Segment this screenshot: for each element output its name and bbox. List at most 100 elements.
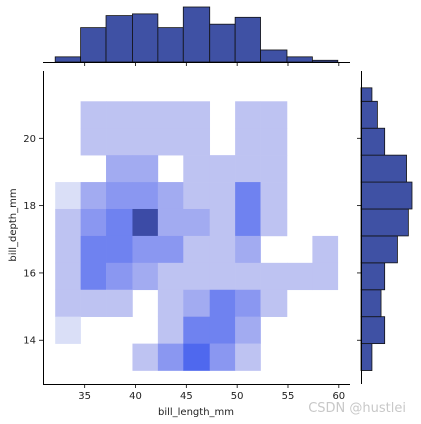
heatmap-cell: [260, 289, 288, 317]
marginal-x-bar: [182, 6, 211, 63]
heatmap-cell: [260, 155, 288, 183]
heatmap-cell: [106, 262, 133, 291]
marginal-y-bar: [360, 127, 386, 156]
marginal-y-bar: [360, 208, 409, 237]
heatmap-cell: [55, 316, 81, 344]
marginal-y-bar: [360, 316, 386, 345]
heatmap-cell: [235, 316, 261, 344]
heatmap-cell: [132, 235, 159, 264]
heatmap-cell: [209, 182, 236, 210]
heatmap-cell: [183, 182, 211, 210]
heatmap-cell: [183, 101, 211, 129]
heatmap-cell: [183, 235, 211, 264]
marginal-x-bar: [105, 15, 133, 63]
heatmap-cell: [260, 128, 288, 156]
x-tick-label: 50: [231, 391, 244, 402]
heatmap-cell: [260, 182, 288, 210]
heatmap-cell: [132, 262, 159, 291]
marginal-x-bar: [234, 16, 261, 63]
heatmap-cell: [235, 262, 261, 291]
marginal-x-bar: [157, 27, 184, 63]
heatmap-cell: [312, 262, 339, 291]
heatmap-cell: [209, 289, 236, 317]
x-tick-label: 55: [282, 391, 295, 402]
heatmap-cell: [132, 128, 159, 156]
heatmap-cell: [106, 182, 133, 210]
heatmap-cell: [106, 128, 133, 156]
heatmap-cell: [260, 208, 288, 237]
heatmap-cell: [183, 316, 211, 344]
marginal-x-bar: [54, 56, 82, 63]
heatmap-cell: [132, 343, 159, 371]
y-tick-label: 20: [23, 134, 36, 145]
heatmap-cell: [260, 101, 288, 129]
heatmap-cell: [235, 235, 261, 264]
heatmap-cell: [80, 262, 107, 291]
marginal-x-histogram: [43, 6, 350, 63]
heatmap-cell: [157, 208, 184, 237]
marginal-x-bar: [209, 23, 236, 63]
marginal-y-bar: [360, 154, 407, 183]
x-tick-label: 60: [332, 391, 345, 402]
marginal-x-bar: [286, 56, 313, 63]
marginal-x-bar: [311, 59, 339, 63]
heatmap-cell: [183, 155, 211, 183]
heatmap-cell: [132, 208, 159, 237]
heatmap-cell: [55, 289, 81, 317]
marginal-y-bar: [360, 87, 373, 102]
heatmap-cell: [286, 262, 313, 291]
heatmap-cell: [183, 208, 211, 237]
heatmap-cell: [157, 128, 184, 156]
y-tick-label: 14: [23, 336, 36, 347]
heatmap-cell: [235, 101, 261, 129]
marginal-y-bar: [360, 100, 378, 129]
heatmap-cell: [157, 316, 184, 344]
heatmap-cell: [235, 128, 261, 156]
marginal-x-bar: [80, 27, 107, 63]
heatmap-cell: [106, 101, 133, 129]
heatmap-cell: [106, 289, 133, 317]
heatmap-cell: [55, 208, 81, 237]
heatmap-cell: [312, 235, 339, 264]
heatmap-cell: [209, 316, 236, 344]
heatmap-cell: [132, 182, 159, 210]
heatmap-cell: [55, 235, 81, 264]
heatmap-cell: [209, 155, 236, 183]
watermark-text: CSDN @hustlei: [308, 401, 406, 416]
heatmap-cell: [157, 182, 184, 210]
heatmap-cell: [183, 289, 211, 317]
heatmap-cell: [235, 155, 261, 183]
heatmap-cell: [132, 101, 159, 129]
marginal-y-bar: [360, 262, 386, 291]
heatmap-cell: [157, 235, 184, 264]
heatmap-cell: [183, 343, 211, 371]
heatmap-cells: [55, 101, 339, 371]
heatmap-cell: [80, 182, 107, 210]
x-tick-label: 40: [129, 391, 142, 402]
heatmap-cell: [157, 262, 184, 291]
heatmap-cell: [80, 289, 107, 317]
heatmap-cell: [209, 343, 236, 371]
heatmap-cell: [80, 208, 107, 237]
heatmap-cell: [132, 155, 159, 183]
x-tick-label: 45: [180, 391, 193, 402]
heatmap-cell: [106, 155, 133, 183]
heatmap-cell: [55, 182, 81, 210]
heatmap-cell: [106, 208, 133, 237]
heatmap-cell: [157, 289, 184, 317]
marginal-x-bar: [132, 13, 159, 63]
marginal-y-bar: [360, 343, 373, 371]
heatmap-cell: [235, 208, 261, 237]
heatmap-cell: [235, 343, 261, 371]
marginal-y-histogram: [360, 71, 413, 384]
heatmap-cell: [106, 235, 133, 264]
heatmap-cell: [80, 101, 107, 129]
heatmap-cell: [209, 235, 236, 264]
heatmap-cell: [157, 101, 184, 129]
heatmap-cell: [235, 289, 261, 317]
heatmap-cell: [80, 128, 107, 156]
y-axis-label: bill_depth_mm: [8, 188, 19, 261]
x-axis-label: bill_length_mm: [158, 407, 234, 418]
tick-marks: 35 40 45 50 55 60 14 16 18 20: [23, 62, 361, 402]
